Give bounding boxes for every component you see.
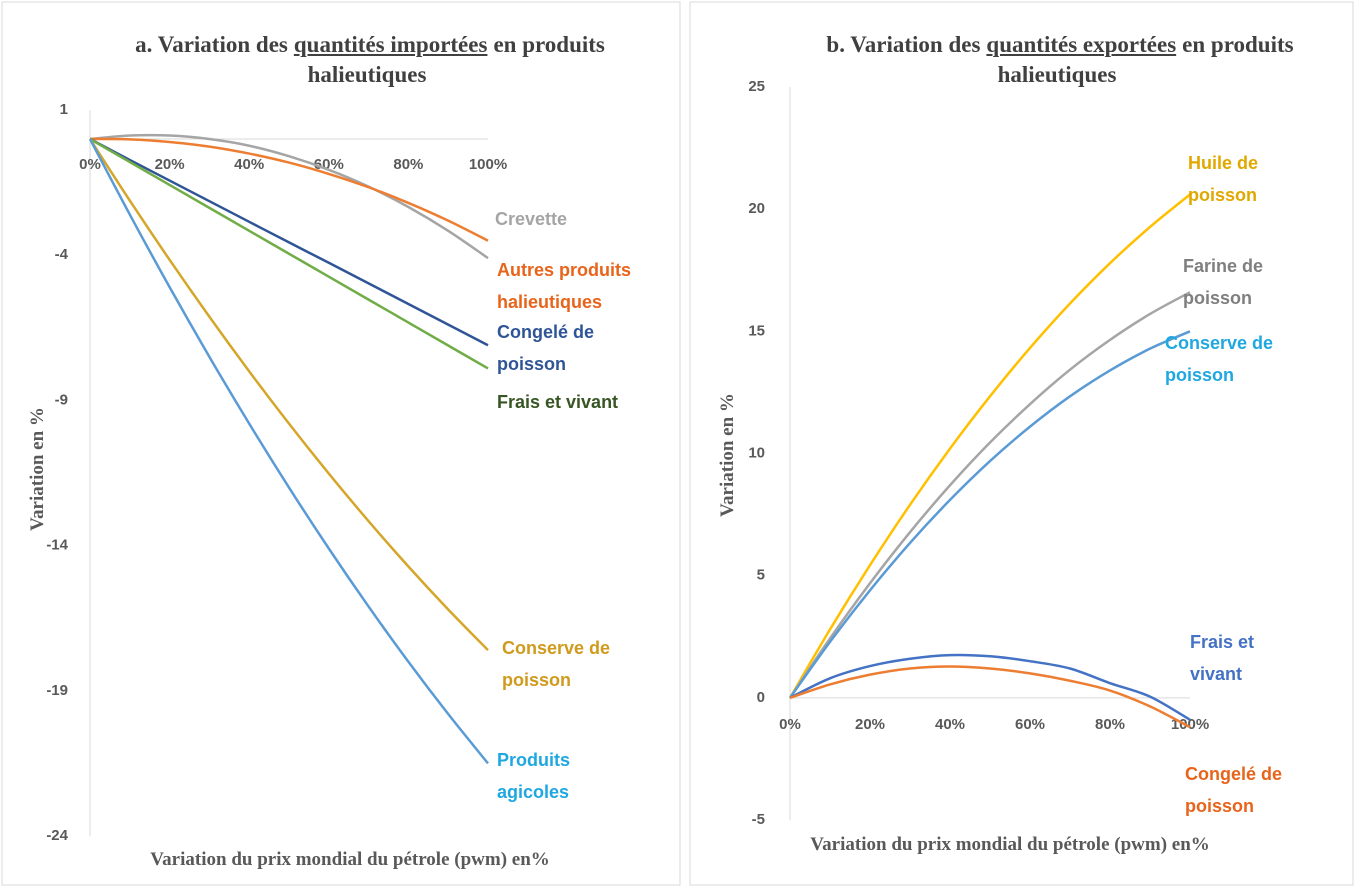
x-tick-label: 20%: [855, 716, 885, 733]
y-tick-label: -24: [46, 827, 68, 844]
series-label: Conserve de poisson: [1165, 333, 1274, 385]
series-label: Congelé de poisson: [1185, 764, 1283, 816]
series-label: Frais et vivant: [1190, 632, 1255, 684]
chart-title: b. Variation des quantités exportées en pr…: [815, 30, 1305, 90]
title-part: en produits halieutiques: [997, 32, 1294, 87]
y-tick-label: 0: [757, 689, 765, 706]
series-label: Conserve de poisson: [502, 638, 611, 690]
series-line: [788, 291, 1191, 699]
title-part: a. Variation des: [135, 32, 288, 57]
series-label: Farine de poisson: [1183, 256, 1264, 308]
y-axis-label: Variation en %: [717, 393, 738, 517]
x-tick-label: 0%: [79, 156, 101, 173]
title-part: b. Variation des: [826, 32, 981, 57]
y-tick-label: -14: [46, 537, 68, 554]
frame-a: [1, 1, 681, 886]
x-tick-label: 60%: [314, 156, 344, 173]
x-axis-label: Variation du prix mondial du pétrole (pw…: [150, 849, 550, 870]
x-tick-label: 80%: [393, 156, 423, 173]
series-label: Crevette: [495, 209, 568, 229]
x-tick-label: 40%: [935, 716, 965, 733]
series-label: Congelé de poisson: [497, 322, 595, 374]
title-part: quantités importées: [293, 32, 488, 57]
x-tick-label: 100%: [469, 156, 507, 173]
title-part: en produits halieutiques: [307, 32, 605, 87]
y-tick-label: -9: [55, 391, 68, 408]
series-label: Huile de poisson: [1188, 153, 1259, 205]
x-tick-label: 40%: [234, 156, 264, 173]
series-line: [89, 133, 489, 260]
chart-title: a. Variation des quantités importées en pr…: [125, 30, 615, 90]
y-tick-label: 25: [748, 78, 765, 95]
y-axis-label: Variation en %: [27, 407, 48, 531]
x-tick-label: 60%: [1015, 716, 1045, 733]
series-line: [789, 653, 1191, 721]
x-tick-label: 0%: [779, 716, 801, 733]
x-tick-label: 80%: [1095, 716, 1125, 733]
y-tick-label: -19: [46, 682, 68, 699]
y-tick-label: 15: [748, 322, 765, 339]
x-tick-label: 20%: [155, 156, 185, 173]
x-tick-label: 100%: [1171, 716, 1209, 733]
series-line: [89, 137, 489, 347]
series-label: Autres produits halieutiques: [497, 260, 632, 312]
series-line: [788, 193, 1191, 699]
series-line: [789, 665, 1191, 729]
y-tick-label: 1: [60, 101, 68, 118]
series-label: Frais et vivant: [497, 392, 619, 412]
series-line: [89, 137, 489, 370]
y-tick-label: -4: [55, 246, 69, 263]
y-tick-label: 20: [748, 200, 765, 217]
x-axis-label: Variation du prix mondial du pétrole (pw…: [810, 834, 1210, 855]
title-part: quantités exportées: [986, 32, 1177, 57]
series-line: [88, 138, 489, 652]
y-tick-label: 5: [757, 567, 765, 584]
y-tick-label: -5: [752, 811, 765, 828]
series-label: Produits agicoles: [497, 750, 571, 802]
series-line: [89, 137, 489, 242]
y-tick-label: 10: [748, 444, 765, 461]
frame-b: [689, 1, 1354, 886]
series-line: [88, 138, 489, 765]
series-line: [788, 330, 1191, 699]
